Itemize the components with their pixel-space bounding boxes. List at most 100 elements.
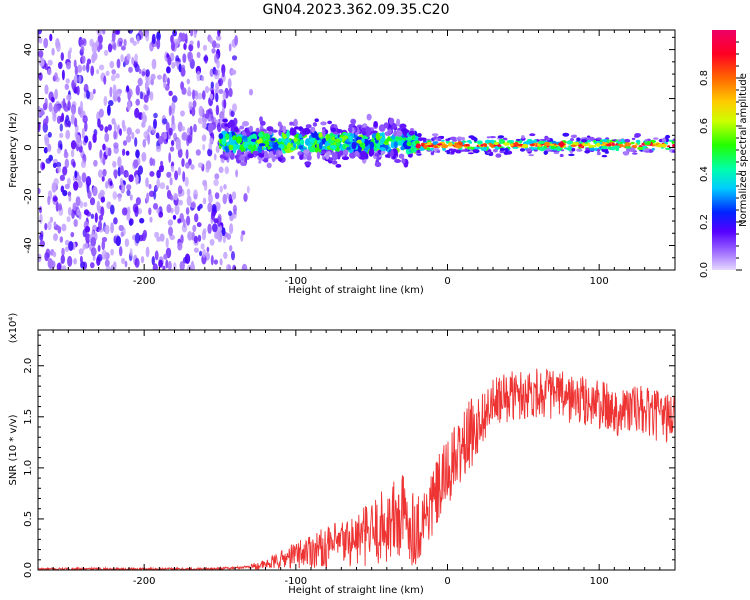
heat-cell [235,169,239,178]
heat-cell [241,135,248,140]
heat-cell [512,146,519,149]
heat-cell [156,169,161,179]
heat-cell [271,129,278,133]
heat-cell [94,212,98,223]
heat-cell [156,207,160,214]
heat-cell [423,144,428,149]
heat-cell [349,151,356,159]
heat-cell [52,196,58,202]
heat-cell [187,86,191,96]
heat-cell [631,152,638,155]
heat-cell [104,224,110,235]
heat-cell [298,134,303,139]
heat-cell [81,55,86,64]
heat-cell [248,88,254,96]
heat-cell [449,136,457,140]
heat-cell [96,30,102,36]
heat-cell [391,123,397,129]
heat-cell [38,255,41,263]
heat-cell [198,203,203,209]
heat-cell [97,254,103,262]
heat-cell [67,100,71,111]
heat-cell [366,113,372,121]
heat-cell [152,158,156,167]
heat-cell [129,248,133,257]
heat-cell [97,244,101,252]
heat-cell [474,146,481,150]
heat-cell [52,251,57,258]
heat-cell [362,131,367,136]
heat-cell [134,108,140,119]
heat-cell [294,126,300,130]
heat-cell [47,221,52,231]
heat-cell [550,145,556,150]
heat-cell [73,219,78,227]
heat-cell [141,152,147,162]
heat-cell [79,100,84,111]
heat-cell [558,142,565,147]
heat-cell [157,74,162,80]
heat-cell [258,132,264,138]
heat-cell [70,231,75,238]
heat-cell [661,143,667,148]
heat-cell [83,91,87,99]
heat-cell [92,133,97,144]
y-tick-label: 2.0 [23,358,34,374]
heat-cell [98,169,103,178]
y-tick-label: 20 [23,92,34,105]
heat-cell [83,209,90,216]
heat-cell [114,30,119,35]
heat-cell [624,142,632,147]
heat-cell [504,147,509,152]
heat-cell [189,125,193,136]
heat-cell [173,262,177,270]
heat-cell [238,155,245,161]
heat-cell [197,117,204,125]
heat-cell [208,141,213,150]
heat-cell [207,148,213,157]
heat-cell [573,134,577,138]
heat-cell [182,256,188,264]
heat-cell [135,98,140,106]
heat-cell [529,133,536,137]
heat-cell [120,231,124,237]
colorbar-tick-label: 0.4 [699,166,710,182]
heat-cell [123,38,127,47]
heat-cell [81,128,85,139]
heat-cell [202,144,206,151]
heat-cell [127,206,131,216]
heat-cell [92,254,96,261]
heat-cell [223,184,227,190]
heat-cell [247,153,254,159]
heat-cell [122,148,126,156]
heat-cell [68,195,72,202]
heat-cell [289,121,294,126]
heat-cell [109,60,115,69]
heat-cell [44,63,48,71]
heat-cell [98,220,102,231]
heat-cell [631,137,636,141]
heat-cell [118,41,123,47]
heat-cell [122,125,127,132]
heat-cell [426,144,434,148]
heat-cell [158,259,164,268]
heat-cell [166,185,169,191]
heat-cell [99,124,104,131]
heat-cell [196,222,202,228]
heat-cell [204,54,208,64]
heat-cell [149,171,155,177]
heat-cell [39,213,43,224]
heat-cell [91,230,95,238]
heat-cell [571,147,576,152]
heat-cell [168,226,173,237]
heat-cell [154,231,160,239]
heat-cell [192,224,197,233]
heat-cell [214,69,218,76]
heat-cell [395,130,403,137]
snr-series-line [38,368,675,570]
snr-scale-label: (x10⁴) [8,313,19,344]
heat-cell [217,213,222,224]
heat-cell [133,159,139,169]
heat-cell [67,207,72,216]
heat-cell [330,127,337,133]
